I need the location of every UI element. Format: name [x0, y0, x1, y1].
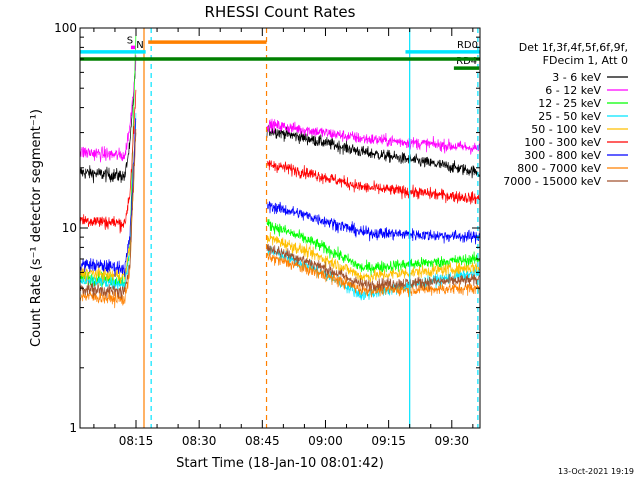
plot-frame	[79, 27, 481, 429]
y-axis-title: Count Rate (s⁻¹ detector segment⁻¹)	[29, 109, 44, 347]
legend-header-decimation: FDecim 1, Att 0	[543, 54, 628, 67]
series-line-800-7000-kev-pre	[79, 128, 137, 309]
legend-label-50-100-kev: 50 - 100 keV	[531, 123, 601, 136]
render-timestamp: 13-Oct-2021 19:19	[558, 467, 634, 476]
annotation-label-n: N	[136, 40, 143, 51]
series-line-50-100-kev-post	[266, 232, 480, 283]
series-line-100-300-kev-post	[266, 160, 480, 205]
legend-label-800-7000-kev: 800 - 7000 keV	[517, 162, 601, 175]
legend-label-300-800-kev: 300 - 800 keV	[524, 149, 601, 162]
series-line-100-300-kev-pre	[79, 89, 137, 234]
series-line-12-25-kev-post	[266, 219, 480, 277]
series-line-300-800-kev-pre	[79, 118, 137, 277]
legend-label-12-25-kev: 12 - 25 keV	[538, 97, 601, 110]
legend-label-7000-15000-kev: 7000 - 15000 keV	[503, 175, 601, 188]
legend-label-6-12-kev: 6 - 12 keV	[545, 84, 601, 97]
series-line-3-6-kev-post	[266, 124, 480, 179]
x-axis-title: Start Time (18-Jan-10 08:01:42)	[176, 456, 384, 471]
x-tick-label: 08:30	[182, 434, 217, 448]
series-line-6-12-kev-post	[266, 118, 480, 155]
y-tick-label: 10	[62, 221, 77, 235]
plot-series	[79, 32, 480, 309]
x-tick-label: 08:45	[245, 434, 280, 448]
series-line-50-100-kev-pre	[79, 121, 137, 285]
legend: Det 1f,3f,4f,5f,6f,9f, FDecim 1, Att 0 3…	[503, 41, 628, 188]
annotation-label-rd0: RD0	[457, 40, 478, 51]
y-tick-label: 1	[69, 421, 77, 435]
x-tick-label: 09:30	[434, 434, 469, 448]
series-line-800-7000-kev-post	[266, 252, 480, 298]
plot-annotations: S N RD0 RD4	[80, 28, 480, 428]
series-line-6-12-kev-pre	[79, 55, 137, 163]
series-line-3-6-kev-pre	[79, 57, 137, 184]
annotation-label-s: S	[127, 35, 133, 46]
x-axis: 08:15 08:30 08:45 09:00 09:15 09:30	[93, 28, 474, 448]
legend-label-3-6-kev: 3 - 6 keV	[552, 71, 601, 84]
series-line-7000-15000-kev-post	[266, 244, 480, 292]
y-axis: 1 10 100	[54, 21, 480, 435]
annotation-label-rd4: RD4	[456, 56, 477, 67]
series-line-300-800-kev-post	[266, 200, 480, 245]
x-tick-label: 08:15	[119, 434, 154, 448]
legend-header-detectors: Det 1f,3f,4f,5f,6f,9f,	[519, 41, 628, 54]
x-tick-label: 09:15	[371, 434, 406, 448]
y-tick-label: 100	[54, 21, 77, 35]
legend-label-100-300-kev: 100 - 300 keV	[524, 136, 601, 149]
x-tick-label: 09:00	[308, 434, 343, 448]
series-line-7000-15000-kev-pre	[79, 132, 137, 300]
legend-label-25-50-kev: 25 - 50 keV	[538, 110, 601, 123]
chart-title: RHESSI Count Rates	[205, 3, 356, 21]
